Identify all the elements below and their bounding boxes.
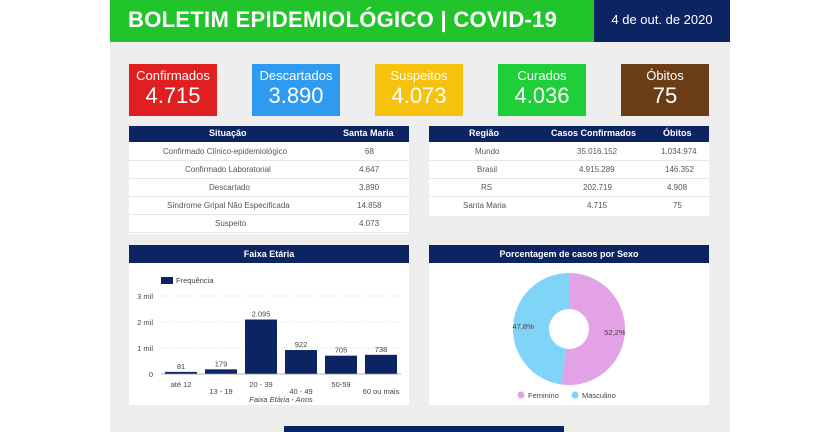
table-cell: 202.719	[583, 183, 612, 192]
pie-value-label: 52,2%	[604, 328, 626, 337]
x-tick-label: 20 - 39	[249, 380, 272, 389]
column-header-santa-maria[interactable]: Santa Maria	[343, 128, 394, 138]
bar	[285, 350, 317, 374]
legend-swatch	[161, 277, 173, 284]
table-cell: 1.034.974	[661, 147, 697, 156]
table-row: Santa Maria 4.715 75	[429, 196, 709, 214]
pie-slice	[512, 273, 569, 385]
kpi-descartados: Descartados 3.890	[252, 64, 340, 116]
table-row: Confirmado Clínico-epidemiológico 68	[129, 142, 409, 161]
legend-swatch	[571, 391, 579, 399]
table-cell: Confirmado Laboratorial	[185, 165, 271, 174]
legend-swatch	[517, 391, 525, 399]
report-date[interactable]: 4 de out. de 2020	[611, 12, 713, 27]
bar-value-label: 738	[375, 345, 388, 354]
y-tick-label: 0	[149, 370, 153, 379]
pie-slice	[561, 273, 625, 385]
y-tick-label: 3 mil	[137, 292, 153, 301]
table-cell: 14.858	[357, 201, 382, 210]
table-cell: 4.908	[667, 183, 688, 192]
kpi-confirmados: Confirmados 4.715	[129, 64, 217, 116]
kpi-label: Descartados	[259, 68, 333, 83]
table-row: Confirmado Laboratorial 4.647	[129, 160, 409, 179]
legend-label: Masculino	[582, 391, 616, 400]
table-cell: Descartado	[209, 183, 250, 192]
bar	[245, 319, 277, 374]
x-tick-label: 40 - 49	[289, 387, 312, 396]
table-cell: RS	[481, 183, 493, 192]
legend-label: Frequência	[176, 276, 214, 285]
column-header-regiao[interactable]: Região	[469, 128, 500, 138]
bar-value-label: 81	[177, 362, 185, 371]
x-tick-label: 50-59	[331, 380, 350, 389]
x-tick-label: 60 ou mais	[363, 387, 400, 396]
table-cell: 4.715	[587, 201, 608, 210]
situacao-table[interactable]: Situação Santa Maria Confirmado Clínico-…	[129, 126, 409, 234]
kpi-label: Suspeitos	[390, 68, 448, 83]
table-cell: Mundo	[475, 147, 500, 156]
chart-title: Faixa Etária	[129, 245, 409, 263]
table-cell: Santa Maria	[463, 201, 507, 210]
kpi-label: Óbitos	[646, 68, 684, 83]
kpi-suspeitos: Suspeitos 4.073	[375, 64, 463, 116]
kpi-curados: Curados 4.036	[498, 64, 586, 116]
table-cell: Confirmado Clínico-epidemiológico	[163, 147, 288, 156]
chart-title: Porcentagem de casos por Sexo	[429, 245, 709, 263]
kpi-obitos: Óbitos 75	[621, 64, 709, 116]
bar-value-label: 179	[215, 359, 228, 368]
bar-value-label: 922	[295, 340, 308, 349]
table-row: Suspeito 4.073	[129, 214, 409, 233]
table-cell: Brasil	[477, 165, 498, 174]
table-cell: Suspeito	[215, 219, 247, 228]
bar	[325, 355, 357, 374]
column-header-situacao[interactable]: Situação	[209, 128, 247, 138]
kpi-label: Curados	[517, 68, 567, 83]
table-cell: Síndrome Gripal Não Especificada	[167, 201, 290, 210]
table-row: Descartado 3.890	[129, 178, 409, 197]
y-tick-label: 2 mil	[137, 318, 153, 327]
bar	[165, 371, 197, 374]
kpi-value: 4.715	[145, 83, 201, 108]
kpi-value: 4.073	[391, 83, 447, 108]
kpi-value: 4.036	[514, 83, 570, 108]
table-cell: 3.890	[359, 183, 380, 192]
bar	[205, 369, 237, 374]
pie-value-label: 47,8%	[512, 322, 534, 331]
kpi-label: Confirmados	[136, 68, 210, 83]
x-tick-label: 13 - 19	[209, 387, 232, 396]
table-cell: 4.647	[359, 165, 380, 174]
table-cell: 4.915.289	[579, 165, 615, 174]
regiao-table[interactable]: Região Casos Confirmados Óbitos Mundo 35…	[429, 126, 709, 216]
page-title: BOLETIM EPIDEMIOLÓGICO | COVID-19	[128, 7, 558, 32]
faixa-etaria-panel: Faixa Etária Frequência Faixa Etária - A…	[129, 245, 409, 405]
table-header: Situação Santa Maria	[129, 126, 409, 142]
bar-value-label: 705	[335, 346, 348, 355]
sex-pie-chart[interactable]: 52,2% 47,8% Feminino Masculino	[429, 263, 709, 405]
table-row: RS 202.719 4.908	[429, 178, 709, 197]
age-bar-chart[interactable]: Frequência Faixa Etária - Anos 0 1 mil 2 m…	[129, 263, 409, 405]
bar-value-label: 2.095	[252, 310, 271, 319]
bar	[365, 354, 397, 374]
table-row: Síndrome Gripal Não Especificada 14.858	[129, 196, 409, 215]
table-cell: 4.073	[359, 219, 380, 228]
x-tick-label: até 12	[171, 380, 192, 389]
date-box	[594, 0, 730, 42]
kpi-value: 3.890	[268, 83, 324, 108]
table-row: Mundo 35.016.152 1.034.974	[429, 142, 709, 161]
kpi-value: 75	[652, 83, 678, 108]
table-cell: 75	[673, 201, 682, 210]
table-cell: 68	[365, 147, 374, 156]
table-header: Região Casos Confirmados Óbitos	[429, 126, 709, 142]
column-header-casos[interactable]: Casos Confirmados	[551, 128, 637, 138]
table-cell: 146.352	[665, 165, 694, 174]
column-header-obitos[interactable]: Óbitos	[663, 128, 692, 138]
table-row: Brasil 4.915.289 146.352	[429, 160, 709, 179]
x-axis-label: Faixa Etária - Anos	[249, 395, 313, 404]
bottom-bar	[284, 426, 564, 432]
legend-label: Feminino	[528, 391, 559, 400]
sexo-panel: Porcentagem de casos por Sexo 52,2% 47,8%…	[429, 245, 709, 405]
y-tick-label: 1 mil	[137, 344, 153, 353]
header-bar	[110, 0, 594, 42]
table-cell: 35.016.152	[577, 147, 618, 156]
